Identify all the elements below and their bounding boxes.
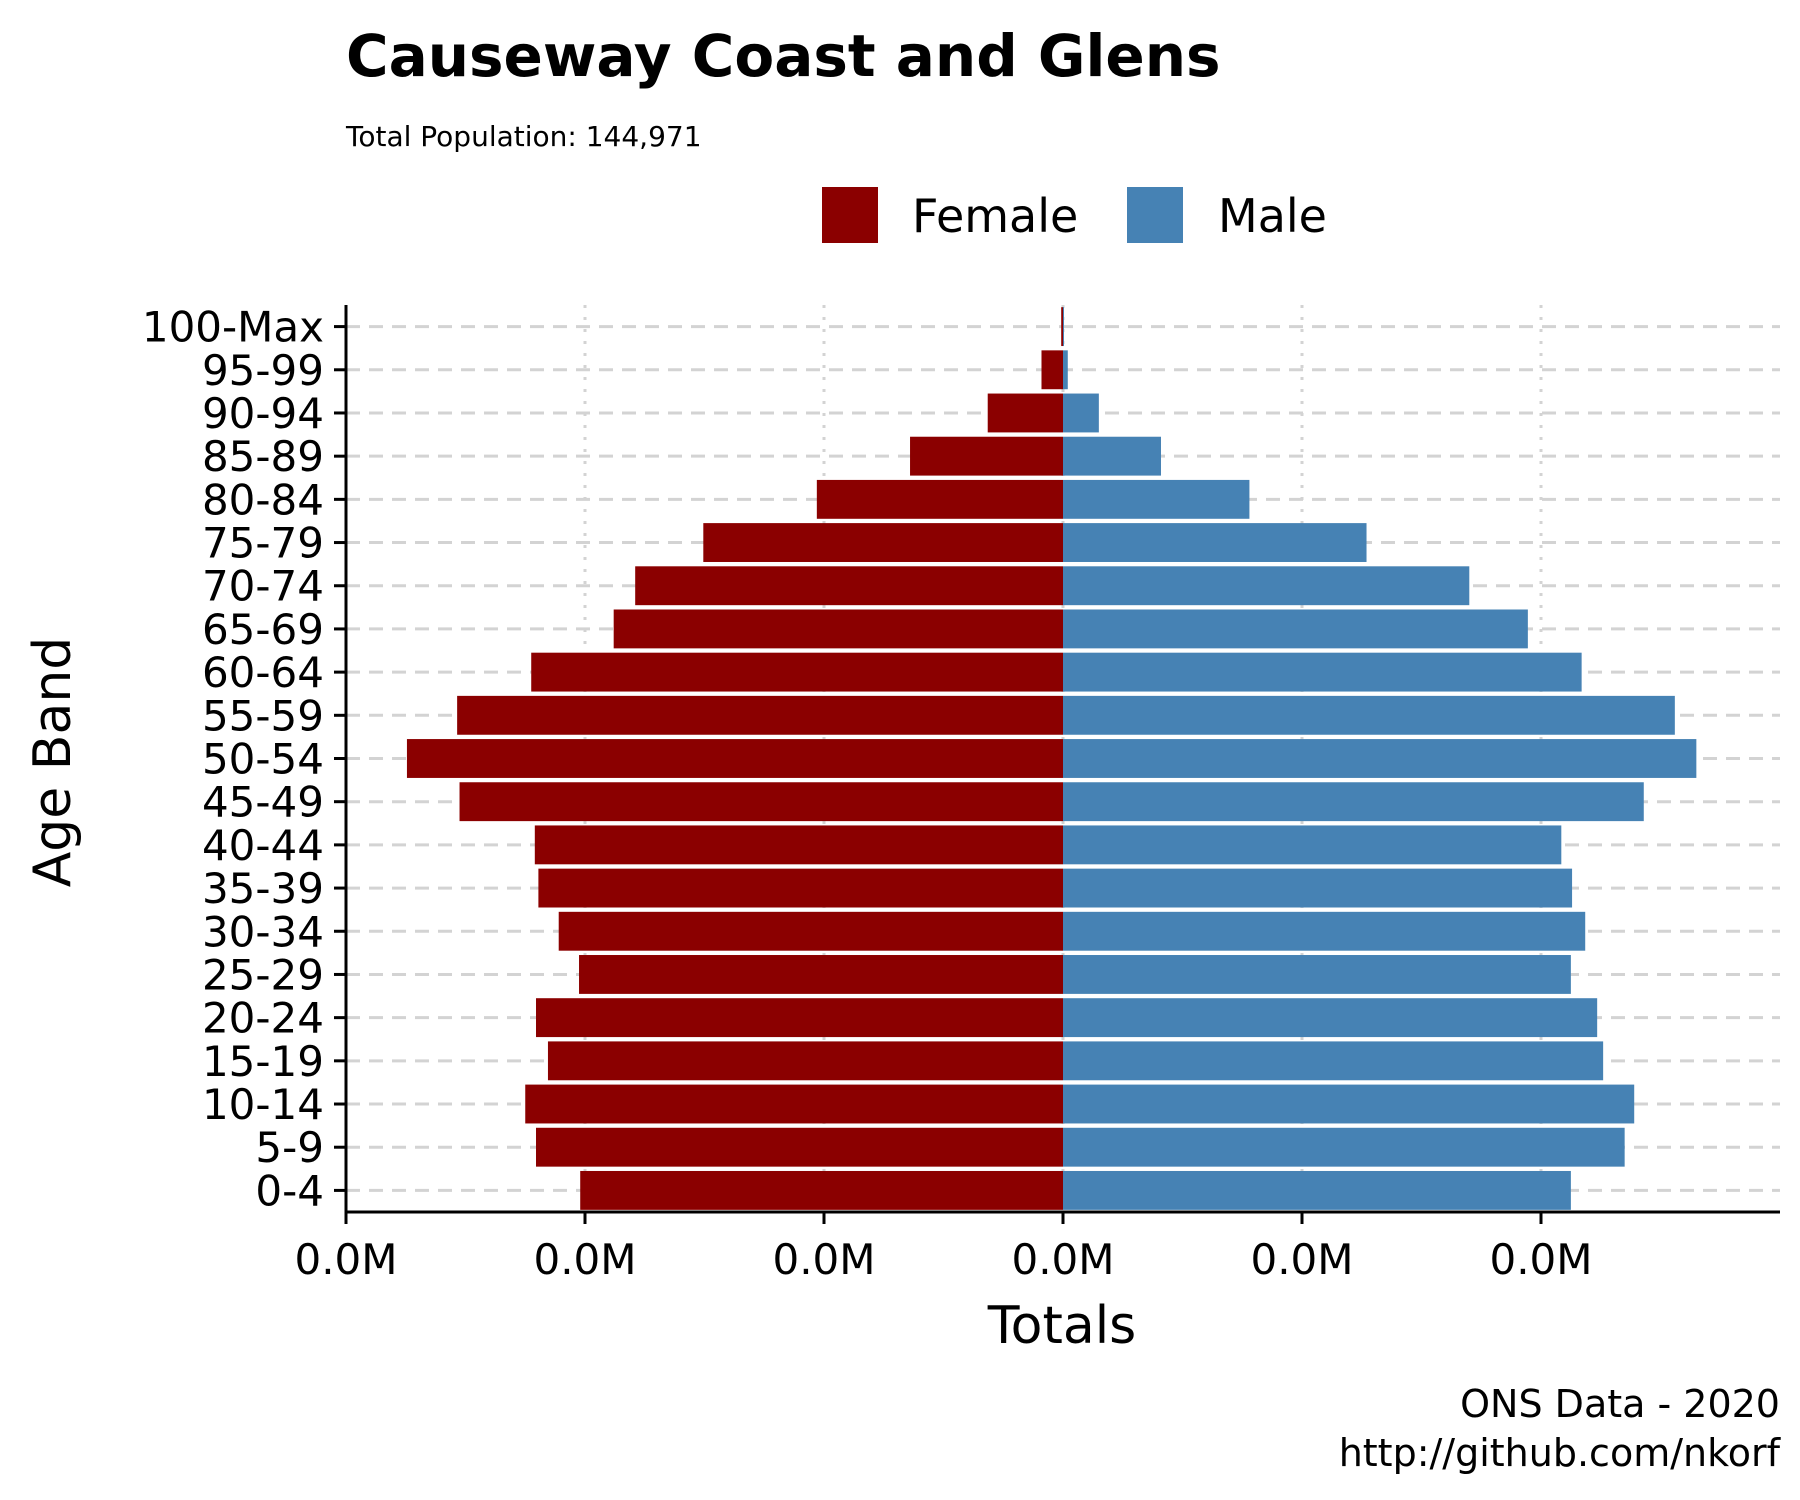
bars: [406, 307, 1697, 1210]
bar-male: [1063, 609, 1528, 649]
bar-female: [910, 436, 1063, 476]
bar-male: [1063, 782, 1644, 822]
bar-male: [1063, 1127, 1625, 1167]
legend-label-female: Female: [912, 189, 1078, 243]
bar-male: [1063, 911, 1586, 951]
x-tick-label: 0.0M: [1011, 1235, 1114, 1284]
legend: Female Male: [822, 187, 1327, 243]
bar-male: [1063, 307, 1064, 347]
y-tick-label: 5-9: [255, 1123, 324, 1172]
bar-female: [635, 566, 1063, 606]
bar-female: [536, 1127, 1063, 1167]
bar-male: [1063, 436, 1161, 476]
x-tick-label: 0.0M: [1489, 1235, 1592, 1284]
bar-male: [1063, 523, 1367, 562]
bar-female: [1041, 350, 1063, 390]
bar-male: [1063, 479, 1250, 519]
y-tick-label: 80-84: [202, 475, 324, 524]
bar-female: [536, 998, 1063, 1038]
bar-female: [457, 695, 1063, 735]
bar-female: [816, 479, 1063, 519]
bar-female: [459, 782, 1063, 822]
y-tick-label: 25-29: [202, 950, 324, 999]
bar-female: [534, 825, 1063, 865]
bar-male: [1063, 739, 1697, 778]
y-tick-label: 50-54: [202, 735, 324, 784]
y-tick-labels: 0-45-910-1415-1920-2425-2930-3435-3940-4…: [142, 303, 346, 1215]
y-tick-label: 40-44: [202, 821, 324, 870]
bar-male: [1063, 1170, 1571, 1210]
y-tick-label: 55-59: [202, 691, 324, 740]
bar-male: [1063, 955, 1571, 994]
y-tick-label: 100-Max: [142, 303, 324, 352]
x-tick-label: 0.0M: [1250, 1235, 1353, 1284]
bar-male: [1063, 350, 1068, 390]
legend-swatch-female: [822, 187, 878, 243]
y-tick-label: 90-94: [202, 389, 324, 438]
chart-subtitle: Total Population: 144,971: [345, 120, 702, 153]
bar-male: [1063, 695, 1675, 735]
bar-male: [1063, 825, 1562, 865]
legend-label-male: Male: [1218, 189, 1327, 243]
chart-title: Causeway Coast and Glens: [346, 22, 1221, 90]
caption-source: ONS Data - 2020: [1460, 1382, 1780, 1426]
y-tick-label: 95-99: [202, 346, 324, 395]
y-tick-label: 75-79: [202, 519, 324, 568]
bar-female: [558, 911, 1063, 951]
bar-female: [580, 1170, 1063, 1210]
y-tick-label: 60-64: [202, 648, 324, 697]
y-tick-label: 70-74: [202, 562, 324, 611]
x-tick-label: 0.0M: [772, 1235, 875, 1284]
x-tick-label: 0.0M: [294, 1235, 397, 1284]
bar-male: [1063, 566, 1470, 606]
bar-female: [613, 609, 1063, 649]
bar-male: [1063, 652, 1582, 692]
bar-male: [1063, 1041, 1604, 1081]
bar-male: [1063, 868, 1573, 908]
bar-male: [1063, 1084, 1635, 1124]
y-tick-label: 0-4: [255, 1166, 324, 1215]
bar-female: [579, 955, 1063, 994]
x-tick-label: 0.0M: [533, 1235, 636, 1284]
y-tick-label: 45-49: [202, 778, 324, 827]
bar-female: [406, 739, 1063, 778]
y-tick-label: 30-34: [202, 907, 324, 956]
y-tick-label: 35-39: [202, 864, 324, 913]
bar-female: [531, 652, 1063, 692]
bar-male: [1063, 393, 1099, 433]
bar-female: [538, 868, 1063, 908]
bar-female: [525, 1084, 1063, 1124]
bar-female: [703, 523, 1063, 562]
y-tick-label: 15-19: [202, 1037, 324, 1086]
y-tick-label: 10-14: [202, 1080, 324, 1129]
y-tick-label: 20-24: [202, 994, 324, 1043]
x-axis-title: Totals: [987, 1296, 1137, 1356]
y-axis-title: Age Band: [23, 637, 83, 888]
bar-female: [547, 1041, 1063, 1081]
y-tick-label: 65-69: [202, 605, 324, 654]
legend-swatch-male: [1127, 187, 1183, 243]
caption-url: http://github.com/nkorf: [1339, 1431, 1782, 1475]
x-tick-labels: 0.0M 0.0M 0.0M 0.0M 0.0M 0.0M: [294, 1212, 1593, 1284]
bar-male: [1063, 998, 1598, 1038]
bar-female: [987, 393, 1063, 433]
bar-female: [1061, 307, 1063, 347]
y-tick-label: 85-89: [202, 432, 324, 481]
